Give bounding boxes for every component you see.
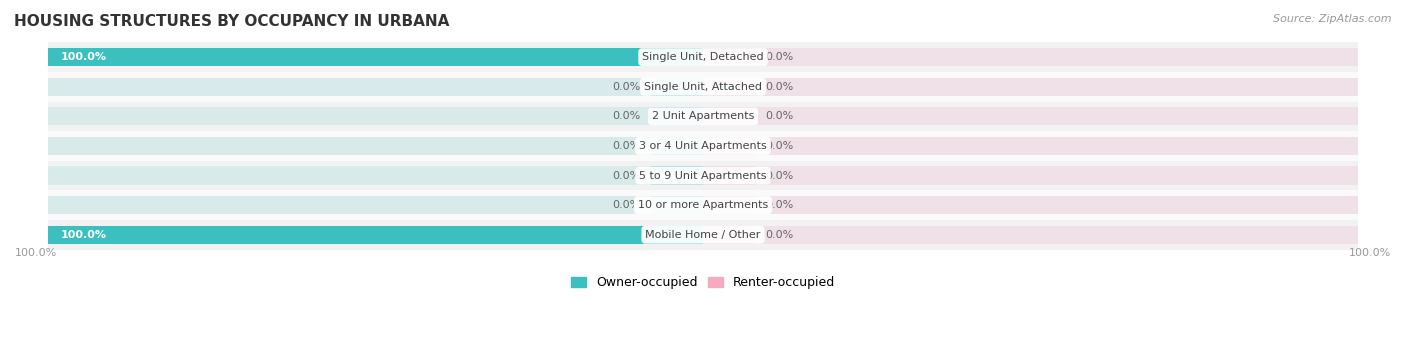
Bar (48, 161, 1358, 190)
Bar (703, 107, 755, 125)
Bar (48, 72, 1358, 102)
Text: 0.0%: 0.0% (765, 82, 793, 92)
Text: 100.0%: 100.0% (60, 230, 107, 240)
Bar (48, 77, 703, 96)
Text: Mobile Home / Other: Mobile Home / Other (645, 230, 761, 240)
Bar (48, 107, 703, 125)
Bar (48, 137, 703, 155)
Bar (703, 48, 1358, 66)
Bar (651, 166, 703, 185)
Text: 100.0%: 100.0% (15, 248, 58, 258)
Bar (703, 166, 755, 185)
Bar (48, 226, 703, 244)
Text: 0.0%: 0.0% (765, 141, 793, 151)
Text: Source: ZipAtlas.com: Source: ZipAtlas.com (1274, 14, 1392, 24)
Bar (703, 226, 1358, 244)
Bar (651, 107, 703, 125)
Bar (48, 190, 1358, 220)
Text: 0.0%: 0.0% (613, 170, 641, 180)
Bar (48, 196, 703, 214)
Text: 0.0%: 0.0% (765, 200, 793, 210)
Legend: Owner-occupied, Renter-occupied: Owner-occupied, Renter-occupied (567, 271, 839, 294)
Text: 5 to 9 Unit Apartments: 5 to 9 Unit Apartments (640, 170, 766, 180)
Bar (48, 131, 1358, 161)
Bar (48, 102, 1358, 131)
Bar (48, 226, 703, 244)
Bar (48, 42, 1358, 72)
Text: 0.0%: 0.0% (613, 200, 641, 210)
Bar (703, 196, 1358, 214)
Bar (703, 166, 1358, 185)
Bar (703, 48, 755, 66)
Bar (703, 226, 755, 244)
Text: 0.0%: 0.0% (765, 230, 793, 240)
Bar (48, 48, 703, 66)
Bar (48, 166, 703, 185)
Text: 0.0%: 0.0% (613, 141, 641, 151)
Text: 0.0%: 0.0% (765, 170, 793, 180)
Bar (651, 196, 703, 214)
Text: 0.0%: 0.0% (765, 111, 793, 121)
Text: Single Unit, Detached: Single Unit, Detached (643, 52, 763, 62)
Text: Single Unit, Attached: Single Unit, Attached (644, 82, 762, 92)
Bar (703, 137, 755, 155)
Text: 2 Unit Apartments: 2 Unit Apartments (652, 111, 754, 121)
Text: 0.0%: 0.0% (765, 52, 793, 62)
Text: HOUSING STRUCTURES BY OCCUPANCY IN URBANA: HOUSING STRUCTURES BY OCCUPANCY IN URBAN… (14, 14, 450, 29)
Bar (703, 107, 1358, 125)
Text: 100.0%: 100.0% (60, 52, 107, 62)
Bar (703, 77, 1358, 96)
Bar (651, 77, 703, 96)
Text: 0.0%: 0.0% (613, 82, 641, 92)
Text: 3 or 4 Unit Apartments: 3 or 4 Unit Apartments (640, 141, 766, 151)
Text: 10 or more Apartments: 10 or more Apartments (638, 200, 768, 210)
Bar (703, 196, 755, 214)
Bar (48, 220, 1358, 250)
Bar (703, 77, 755, 96)
Text: 0.0%: 0.0% (613, 111, 641, 121)
Bar (48, 48, 703, 66)
Text: 100.0%: 100.0% (1348, 248, 1391, 258)
Bar (703, 137, 1358, 155)
Bar (651, 137, 703, 155)
